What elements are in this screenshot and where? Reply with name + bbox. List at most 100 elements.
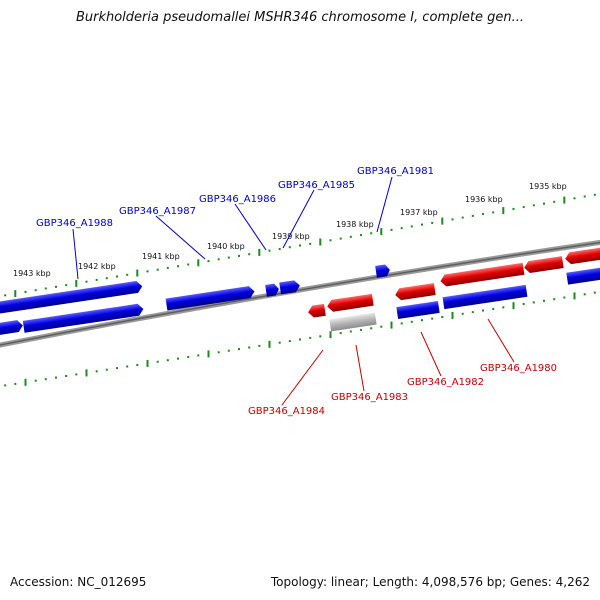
scale-tick-minor <box>34 289 37 292</box>
gene-feature[interactable] <box>329 312 377 332</box>
gene-feature[interactable] <box>566 266 600 285</box>
scale-tick-minor <box>55 285 57 288</box>
scale-tick-major <box>502 207 505 215</box>
gene-feature[interactable] <box>279 280 301 295</box>
scale-tick-minor <box>471 214 474 217</box>
scale-tick-minor <box>309 242 312 245</box>
scale-tick-minor <box>105 277 108 280</box>
scale-label: 1936 kbp <box>465 195 503 204</box>
gene-feature[interactable] <box>326 293 374 313</box>
scale-tick-minor <box>299 244 301 247</box>
scale-tick-major <box>258 248 261 256</box>
forward-scale-ticks <box>4 193 596 298</box>
scale-tick-minor <box>34 379 37 382</box>
scale-label: 1942 kbp <box>78 262 116 271</box>
gene-feature[interactable] <box>165 285 256 311</box>
gene-feature[interactable] <box>265 283 280 297</box>
gene-feature[interactable] <box>307 303 326 318</box>
scale-tick-minor <box>278 248 281 250</box>
scale-tick-minor <box>309 336 312 339</box>
gene-feature[interactable] <box>523 256 564 274</box>
scale-tick-major <box>512 302 515 310</box>
gene-feature[interactable] <box>0 319 24 336</box>
scale-tick-minor <box>146 270 149 273</box>
scale-tick-minor <box>227 349 230 352</box>
scale-tick-minor <box>238 254 240 257</box>
scale-label: 1938 kbp <box>336 220 374 229</box>
scale-tick-minor <box>583 195 586 198</box>
gene-feature[interactable] <box>440 262 525 287</box>
gene-feature[interactable] <box>394 283 436 301</box>
chromosome-backbone <box>0 239 600 348</box>
scale-tick-major <box>24 378 27 386</box>
scale-tick-minor <box>431 317 434 320</box>
map-title: Burkholderia pseudomallei MSHR346 chromo… <box>75 10 525 25</box>
scale-tick-minor <box>24 290 27 293</box>
scale-tick-minor <box>166 359 169 362</box>
scale-tick-minor <box>543 299 545 302</box>
scale-tick-minor <box>116 367 118 370</box>
scale-tick-minor <box>522 303 525 305</box>
gene-feature[interactable] <box>375 264 391 278</box>
scale-tick-minor <box>4 384 7 387</box>
gene-labels[interactable]: GBP346_A1988 GBP346_A1987 GBP346_A1986 G… <box>36 166 557 417</box>
scale-tick-minor <box>471 311 474 314</box>
scale-tick-minor <box>502 306 505 309</box>
scale-tick-minor <box>543 202 545 205</box>
scale-tick-minor <box>492 211 495 214</box>
scale-tick-major <box>563 196 566 204</box>
scale-tick-minor <box>461 312 464 315</box>
scale-tick-minor <box>339 332 342 335</box>
gene-feature[interactable] <box>0 280 143 315</box>
gene-label[interactable]: GBP346_A1988 <box>36 218 113 229</box>
scale-tick-minor <box>166 266 169 269</box>
scale-tick-minor <box>44 378 47 381</box>
scale-tick-minor <box>390 228 393 231</box>
scale-tick-minor <box>573 197 576 200</box>
scale-tick-minor <box>207 260 210 263</box>
scale-label: 1937 kbp <box>400 208 438 217</box>
scale-tick-minor <box>258 344 261 347</box>
scale-tick-minor <box>553 200 556 203</box>
gene-feature[interactable] <box>442 284 528 310</box>
gene-feature[interactable] <box>396 300 440 320</box>
scale-tick-minor <box>288 340 291 343</box>
scale-tick-minor <box>95 278 98 281</box>
gene-label[interactable]: GBP346_A1981 <box>357 166 434 177</box>
scale-tick-minor <box>126 273 129 276</box>
scale-tick-minor <box>370 327 373 330</box>
gene-label[interactable]: GBP346_A1984 <box>248 406 325 417</box>
gene-label[interactable]: GBP346_A1982 <box>407 377 484 388</box>
scale-tick-minor <box>553 298 556 301</box>
scale-label: 1940 kbp <box>207 242 245 251</box>
scale-tick-minor <box>156 268 159 271</box>
gene-label[interactable]: GBP346_A1983 <box>331 392 408 403</box>
scale-tick-minor <box>451 218 454 221</box>
gene-feature[interactable] <box>564 246 600 265</box>
label-leaders <box>72 176 515 406</box>
scale-tick-minor <box>238 348 240 351</box>
gene-label[interactable]: GBP346_A1985 <box>278 180 355 191</box>
scale-tick-minor <box>197 354 200 357</box>
scale-tick-minor <box>55 376 57 379</box>
scale-tick-minor <box>380 325 383 328</box>
gene-feature[interactable] <box>22 303 144 333</box>
scale-tick-minor <box>14 382 17 385</box>
gene-label[interactable]: GBP346_A1987 <box>119 206 196 217</box>
scale-tick-minor <box>400 322 403 325</box>
scale-tick-minor <box>360 328 362 331</box>
scale-tick-minor <box>227 256 230 259</box>
scale-tick-minor <box>156 360 159 363</box>
scale-tick-major <box>441 217 444 225</box>
forward-strand-genes[interactable] <box>0 264 391 315</box>
gene-label[interactable]: GBP346_A1980 <box>480 363 557 374</box>
scale-tick-minor <box>482 213 484 216</box>
scale-tick-minor <box>44 287 47 290</box>
reverse-strand-genes[interactable] <box>0 246 600 336</box>
scale-tick-minor <box>85 280 88 283</box>
scale-tick-minor <box>532 301 535 304</box>
scale-tick-major <box>146 359 149 367</box>
scale-tick-minor <box>105 368 108 371</box>
gene-label[interactable]: GBP346_A1986 <box>199 194 276 205</box>
